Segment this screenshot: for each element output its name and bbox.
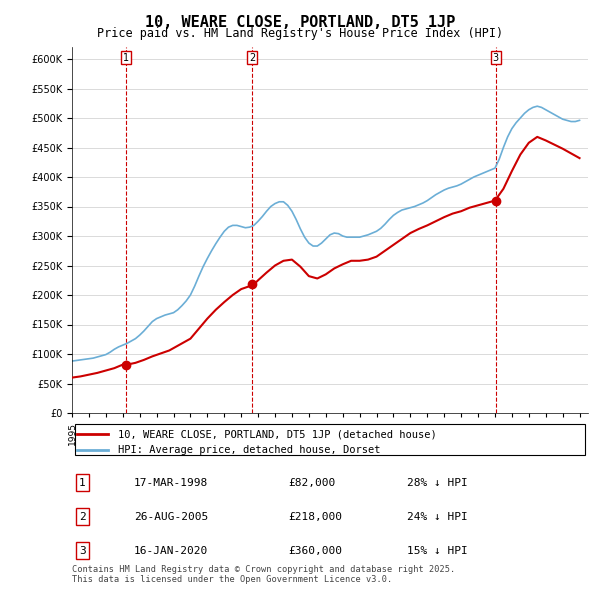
Text: 1: 1: [123, 53, 130, 63]
Text: 26-AUG-2005: 26-AUG-2005: [134, 512, 208, 522]
Text: Contains HM Land Registry data © Crown copyright and database right 2025.
This d: Contains HM Land Registry data © Crown c…: [72, 565, 455, 584]
Text: 2: 2: [249, 53, 256, 63]
Text: £218,000: £218,000: [289, 512, 343, 522]
Text: 3: 3: [493, 53, 499, 63]
Text: 15% ↓ HPI: 15% ↓ HPI: [407, 546, 468, 556]
Text: 17-MAR-1998: 17-MAR-1998: [134, 478, 208, 487]
Text: 24% ↓ HPI: 24% ↓ HPI: [407, 512, 468, 522]
Text: 10, WEARE CLOSE, PORTLAND, DT5 1JP (detached house): 10, WEARE CLOSE, PORTLAND, DT5 1JP (deta…: [118, 430, 437, 439]
FancyBboxPatch shape: [74, 424, 586, 455]
Text: 28% ↓ HPI: 28% ↓ HPI: [407, 478, 468, 487]
Text: 10, WEARE CLOSE, PORTLAND, DT5 1JP: 10, WEARE CLOSE, PORTLAND, DT5 1JP: [145, 15, 455, 30]
Text: Price paid vs. HM Land Registry's House Price Index (HPI): Price paid vs. HM Land Registry's House …: [97, 27, 503, 40]
Text: 16-JAN-2020: 16-JAN-2020: [134, 546, 208, 556]
Text: 3: 3: [79, 546, 86, 556]
Text: 1: 1: [79, 478, 86, 487]
Text: HPI: Average price, detached house, Dorset: HPI: Average price, detached house, Dors…: [118, 445, 381, 455]
Text: £82,000: £82,000: [289, 478, 336, 487]
Text: 2: 2: [79, 512, 86, 522]
Text: £360,000: £360,000: [289, 546, 343, 556]
